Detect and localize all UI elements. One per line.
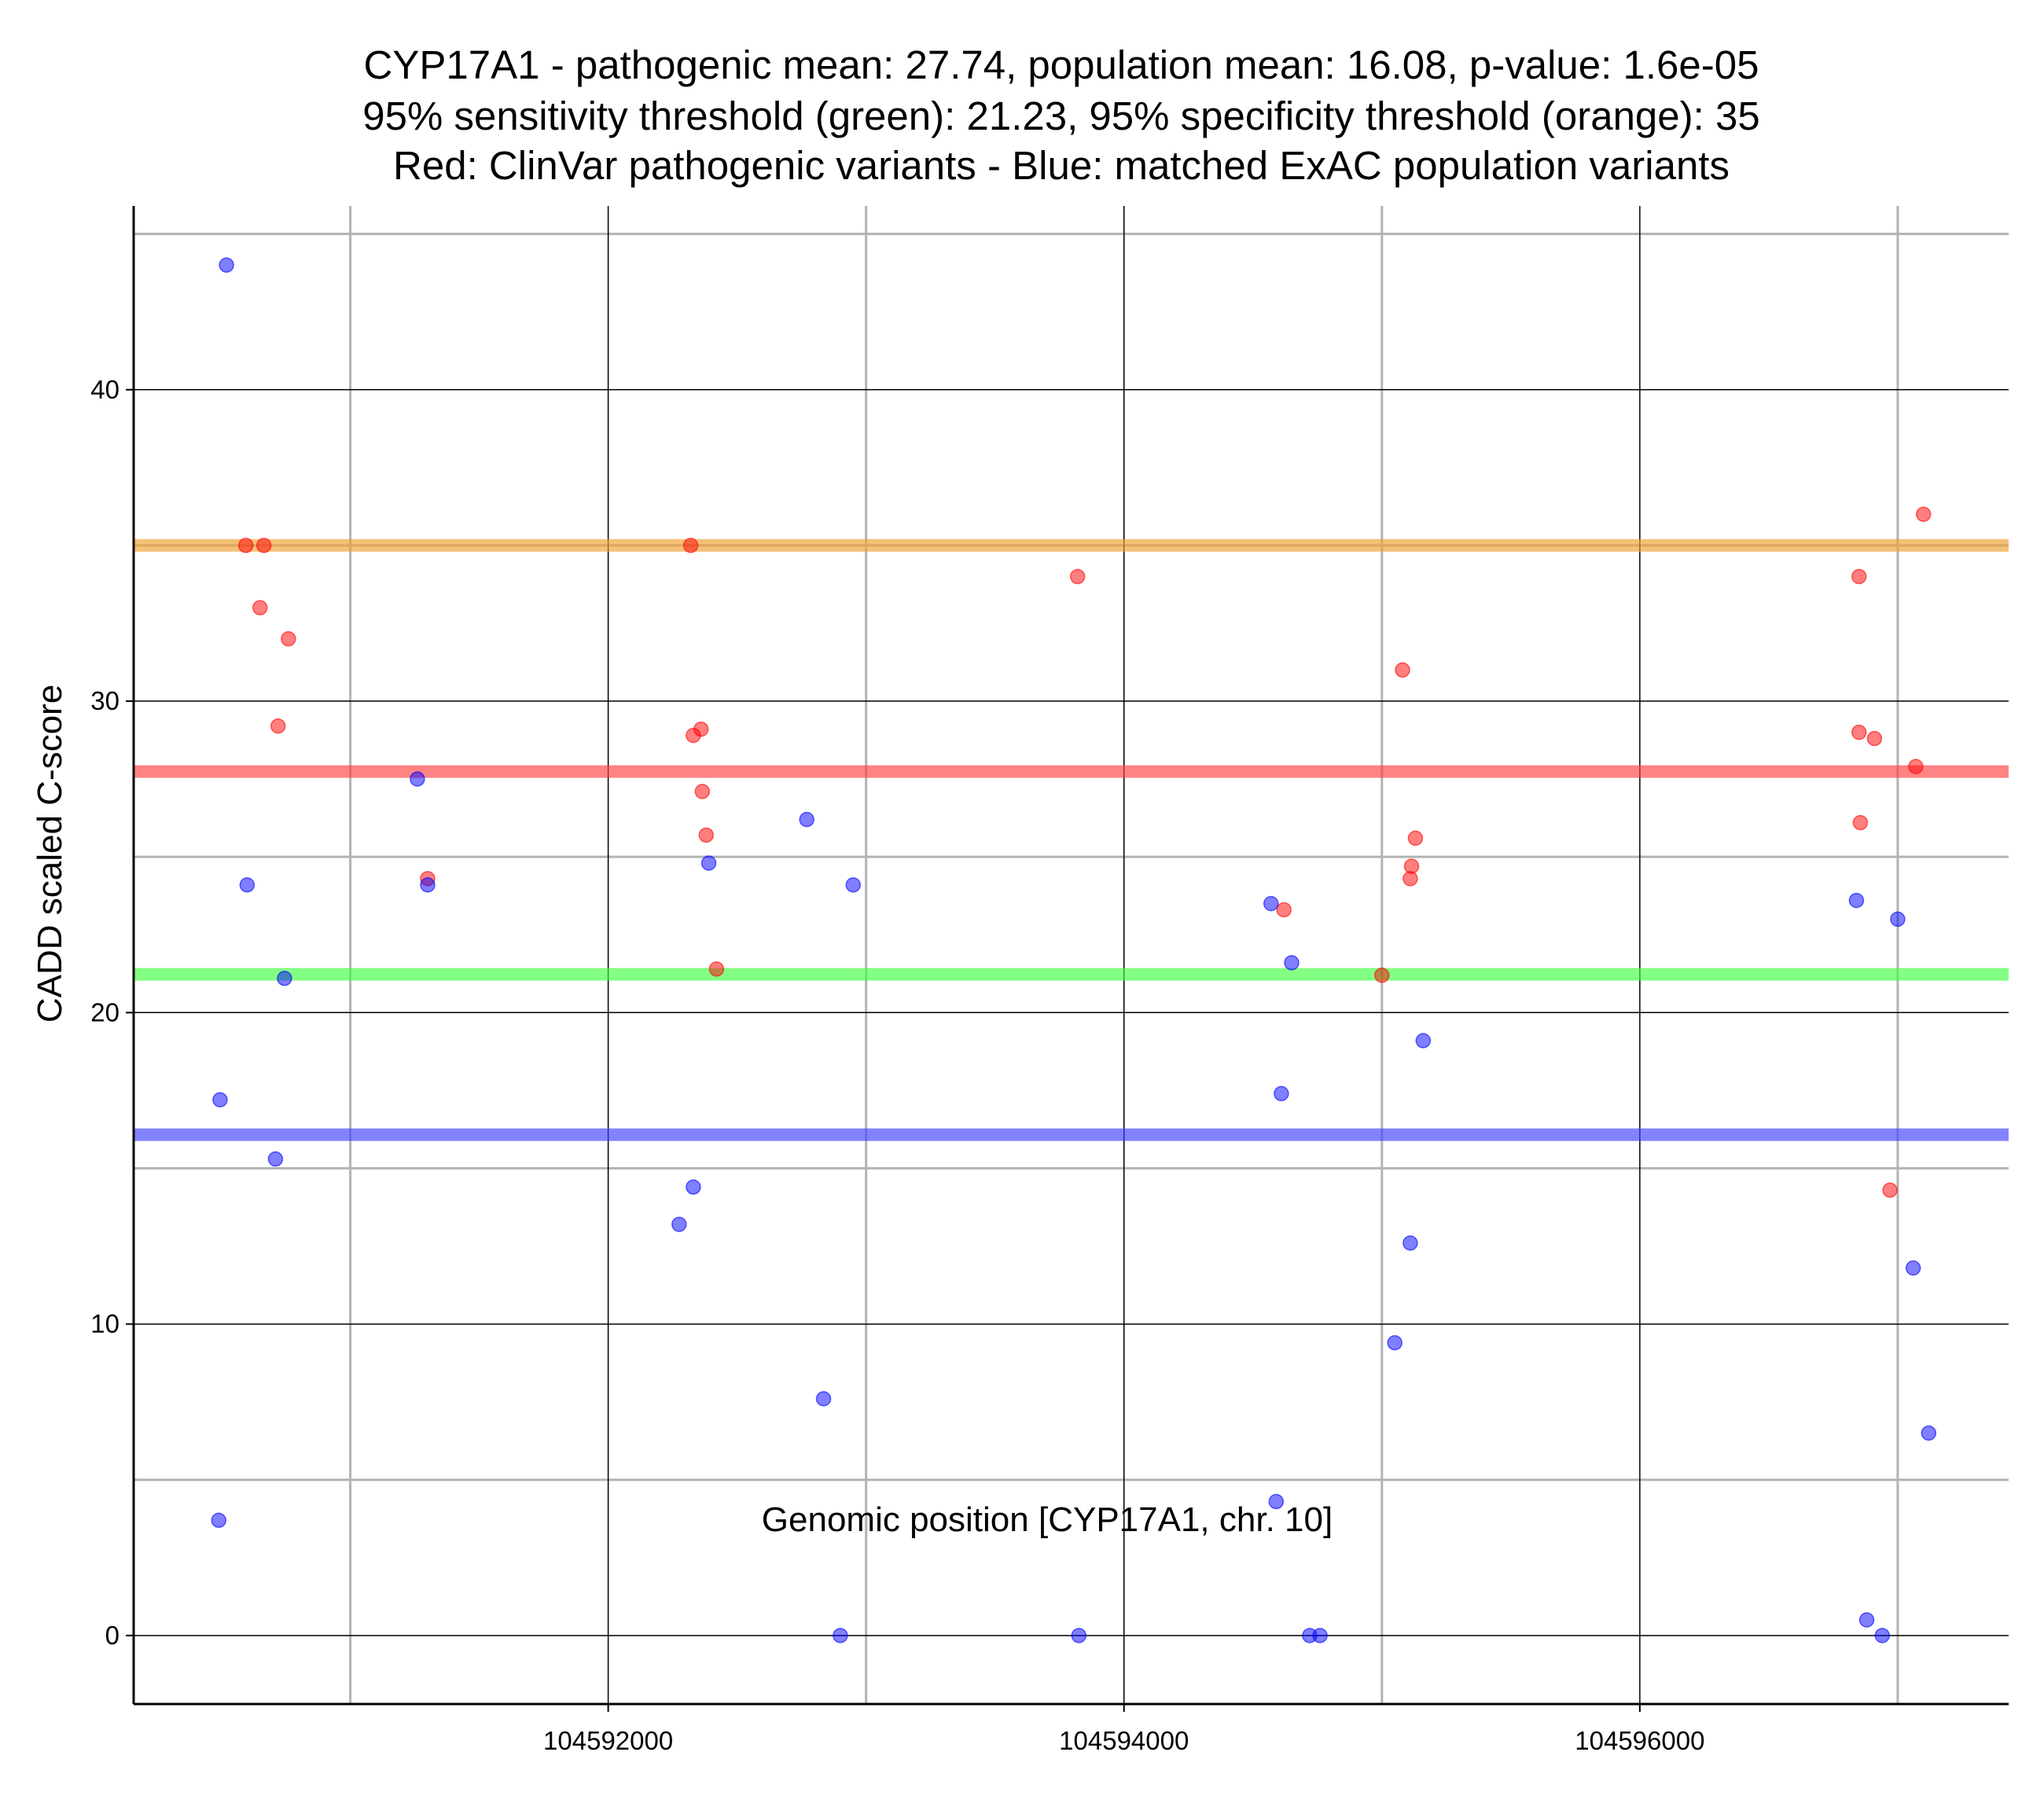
data-point: [267, 1151, 284, 1167]
y-tick-label: 10: [90, 1309, 119, 1339]
grid: [134, 206, 2009, 1704]
data-point: [239, 877, 256, 893]
data-point: [1268, 1493, 1285, 1510]
data-point: [410, 771, 425, 787]
data-point: [270, 718, 286, 734]
data-point: [700, 855, 717, 871]
data-point: [1848, 892, 1865, 909]
y-axis-title: CADD scaled C-score: [31, 685, 69, 1023]
data-point: [833, 1628, 848, 1644]
data-point: [1402, 1235, 1418, 1251]
data-point: [281, 631, 296, 647]
data-point: [1374, 968, 1390, 983]
y-tick-label: 40: [90, 375, 119, 404]
data-point: [1908, 758, 1924, 775]
title-line: CYP17A1 - pathogenic mean: 27.74, popula…: [364, 42, 1759, 87]
data-point: [1874, 1628, 1891, 1644]
data-point: [815, 1390, 832, 1407]
data-point: [420, 877, 436, 893]
data-point: [1890, 911, 1906, 927]
data-point: [1858, 1612, 1875, 1628]
data-point: [1069, 568, 1086, 585]
data-point: [1402, 871, 1418, 887]
x-tick-label: 104592000: [543, 1726, 673, 1755]
data-point: [277, 970, 292, 986]
data-point: [256, 538, 272, 553]
data-point: [1921, 1425, 1937, 1442]
data-point: [1905, 1260, 1921, 1276]
data-point: [1882, 1182, 1898, 1198]
data-point: [1395, 662, 1410, 678]
data-point: [252, 600, 268, 615]
y-tick-label: 30: [90, 686, 119, 715]
y-tick-label: 0: [105, 1621, 119, 1650]
data-point: [708, 961, 725, 977]
x-axis-title: Genomic position [CYP17A1, chr. 10]: [762, 1500, 1333, 1539]
chart-title: CYP17A1 - pathogenic mean: 27.74, popula…: [362, 42, 1759, 188]
data-point: [845, 877, 862, 893]
data-point: [1312, 1628, 1328, 1644]
data-point: [219, 257, 234, 274]
data-point: [686, 1179, 701, 1195]
data-point: [671, 1217, 687, 1232]
data-point: [1866, 730, 1883, 747]
data-point: [211, 1512, 227, 1528]
x-tick-label: 104596000: [1575, 1726, 1704, 1755]
title-line: Red: ClinVar pathogenic variants - Blue:…: [393, 143, 1730, 188]
data-point: [1415, 1033, 1432, 1049]
data-point: [237, 538, 254, 553]
x-tick-label: 104594000: [1059, 1726, 1189, 1755]
data-point: [212, 1092, 228, 1108]
y-tick-label: 20: [90, 997, 119, 1027]
data-points: [211, 257, 1937, 1644]
data-point: [1852, 814, 1869, 831]
data-point: [698, 827, 715, 843]
data-point: [1284, 955, 1300, 971]
title-line: 95% sensitivity threshold (green): 21.23…: [362, 94, 1759, 138]
data-point: [1263, 895, 1279, 912]
data-point: [1407, 830, 1424, 847]
data-point: [1387, 1335, 1402, 1351]
data-point: [1274, 1085, 1289, 1102]
data-point: [799, 811, 814, 828]
data-point: [1071, 1628, 1087, 1644]
axes: 0 10 20 30 40 104592000 104594000 104596000: [90, 206, 2009, 1755]
data-point: [1851, 724, 1867, 740]
data-point: [1851, 568, 1867, 585]
data-point: [682, 538, 699, 553]
data-point: [1915, 506, 1932, 523]
data-point: [694, 784, 711, 799]
data-point: [693, 721, 709, 737]
reference-lines: [134, 538, 2009, 1141]
data-point: [1276, 902, 1292, 918]
